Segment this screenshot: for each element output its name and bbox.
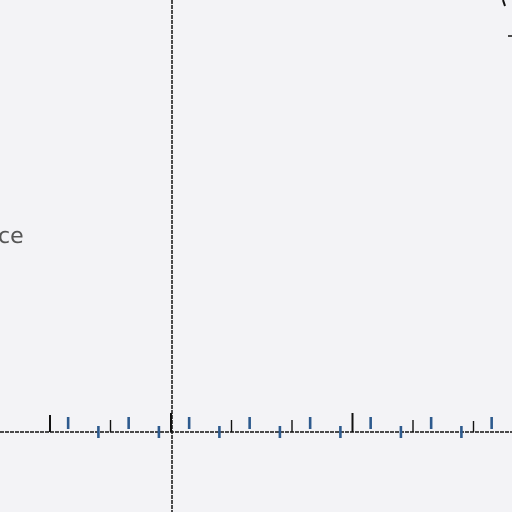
fragment-label: ce (0, 224, 24, 250)
corner-glyph-fragment (503, 0, 505, 6)
corner-fragments (503, 0, 512, 36)
marks-layer (50, 413, 512, 438)
